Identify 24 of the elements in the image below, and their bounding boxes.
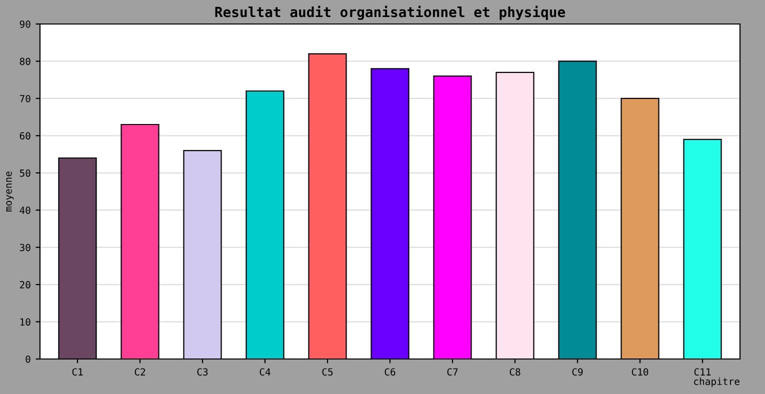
y-tick-label: 0 xyxy=(26,356,30,363)
y-axis-title: moyenne xyxy=(6,172,14,212)
x-axis-title: chapitre xyxy=(694,378,740,387)
x-tick-label: C3 xyxy=(197,368,208,376)
x-tick-label: C11 xyxy=(694,368,711,376)
y-tick-label: 80 xyxy=(20,58,30,66)
x-tick-label: C4 xyxy=(260,368,270,376)
x-tick-label: C9 xyxy=(572,368,583,376)
y-tick-label: 60 xyxy=(20,132,30,140)
y-tick-label: 30 xyxy=(20,244,30,252)
y-tick-label: 90 xyxy=(20,20,30,28)
x-tick-label: C1 xyxy=(72,368,83,376)
x-tick-label: C6 xyxy=(384,368,396,376)
y-tick-label: 10 xyxy=(20,318,30,326)
x-tick-label: C8 xyxy=(510,368,520,376)
x-tick-label: C2 xyxy=(134,368,146,376)
x-tick-label: C5 xyxy=(322,368,333,376)
y-tick-label: 50 xyxy=(20,169,30,177)
x-tick-label: C10 xyxy=(632,368,648,376)
y-tick-label: 70 xyxy=(20,94,30,102)
chart-title: Resultat audit organisationnel et physique xyxy=(215,6,566,20)
y-tick-label: 40 xyxy=(20,206,30,214)
y-tick-label: 20 xyxy=(20,281,30,288)
x-tick-label: C7 xyxy=(447,368,458,376)
